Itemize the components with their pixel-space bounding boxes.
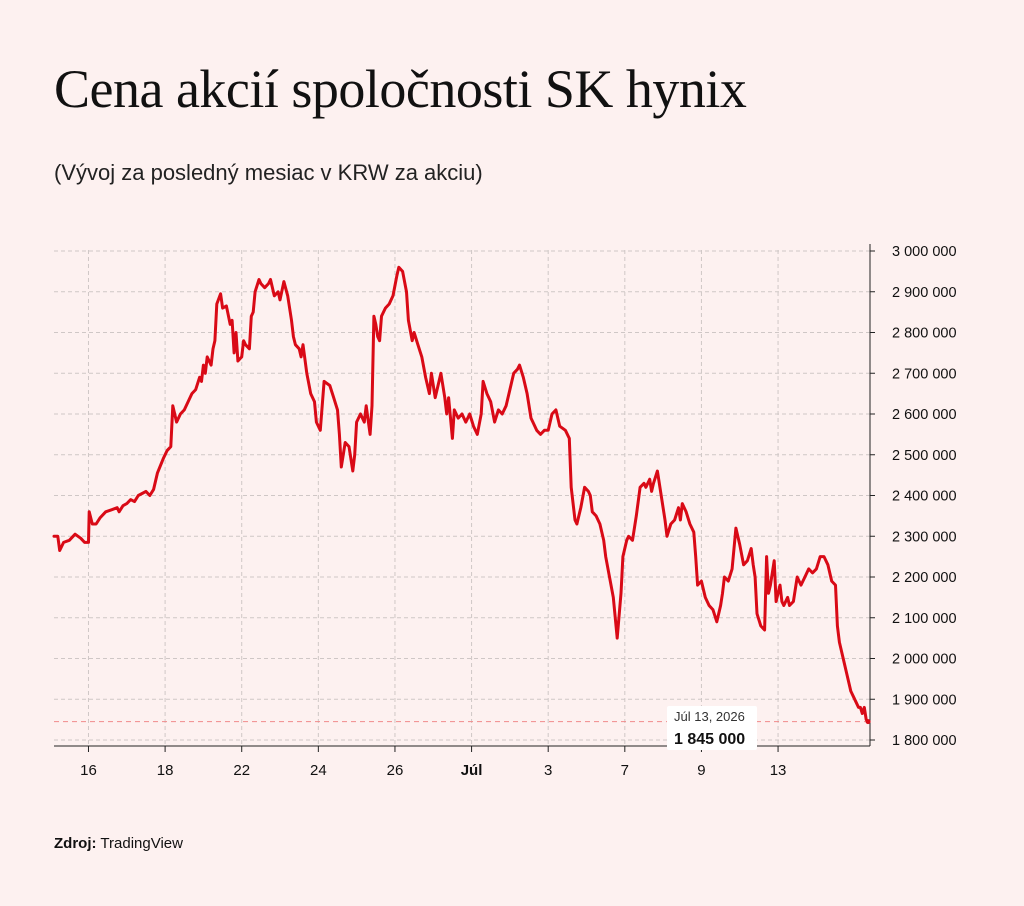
y-tick-label: 2 700 000 <box>892 366 957 382</box>
tooltip-background <box>667 706 757 750</box>
x-tick-label: 18 <box>157 762 174 779</box>
y-tick-label: 1 800 000 <box>892 733 957 749</box>
source-label: Zdroj: <box>54 835 97 852</box>
source-note: Zdroj: TradingView <box>54 835 183 852</box>
grid-lines <box>54 250 870 746</box>
y-tick-label: 2 000 000 <box>892 652 957 668</box>
x-tick-label: 7 <box>621 762 629 779</box>
y-tick-label: 2 800 000 <box>892 326 957 342</box>
y-tick-label: 2 200 000 <box>892 570 957 586</box>
y-tick-label: 2 400 000 <box>892 489 957 505</box>
x-tick-label: 24 <box>310 762 327 779</box>
y-tick-label: 3 000 000 <box>892 244 957 260</box>
axes <box>54 244 875 752</box>
x-tick-label: Júl <box>461 762 483 779</box>
price-line <box>52 265 870 724</box>
x-tick-label: 3 <box>544 762 552 779</box>
x-tick-label: 13 <box>770 762 787 779</box>
price-tooltip: Júl 13, 2026 1 845 000 <box>667 706 757 750</box>
x-tick-label: 26 <box>387 762 404 779</box>
last-price-dot <box>865 719 871 725</box>
y-tick-label: 2 100 000 <box>892 611 957 627</box>
y-tick-label: 2 500 000 <box>892 448 957 464</box>
tooltip-date: Júl 13, 2026 <box>674 709 745 724</box>
chart-subtitle: (Vývoj za posledný mesiac v KRW za akciu… <box>54 160 483 185</box>
y-tick-label: 2 900 000 <box>892 285 957 301</box>
chart-title: Cena akcií spoločnosti SK hynix <box>54 59 747 119</box>
x-tick-labels: 16 18 22 24 26 Júl 3 7 9 13 <box>80 762 786 779</box>
x-tick-label: 22 <box>233 762 250 779</box>
y-tick-label: 1 900 000 <box>892 692 957 708</box>
y-tick-label: 2 300 000 <box>892 529 957 545</box>
x-tick-label: 9 <box>697 762 705 779</box>
y-tick-label: 2 600 000 <box>892 407 957 423</box>
x-tick-label: 16 <box>80 762 97 779</box>
source-value: TradingView <box>100 835 183 852</box>
tooltip-value: 1 845 000 <box>674 731 745 748</box>
y-tick-labels: 1 800 000 1 900 000 2 000 000 2 100 000 2 20… <box>892 244 957 749</box>
